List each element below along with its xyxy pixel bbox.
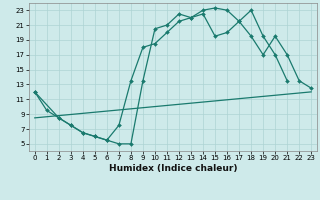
X-axis label: Humidex (Indice chaleur): Humidex (Indice chaleur): [109, 164, 237, 173]
